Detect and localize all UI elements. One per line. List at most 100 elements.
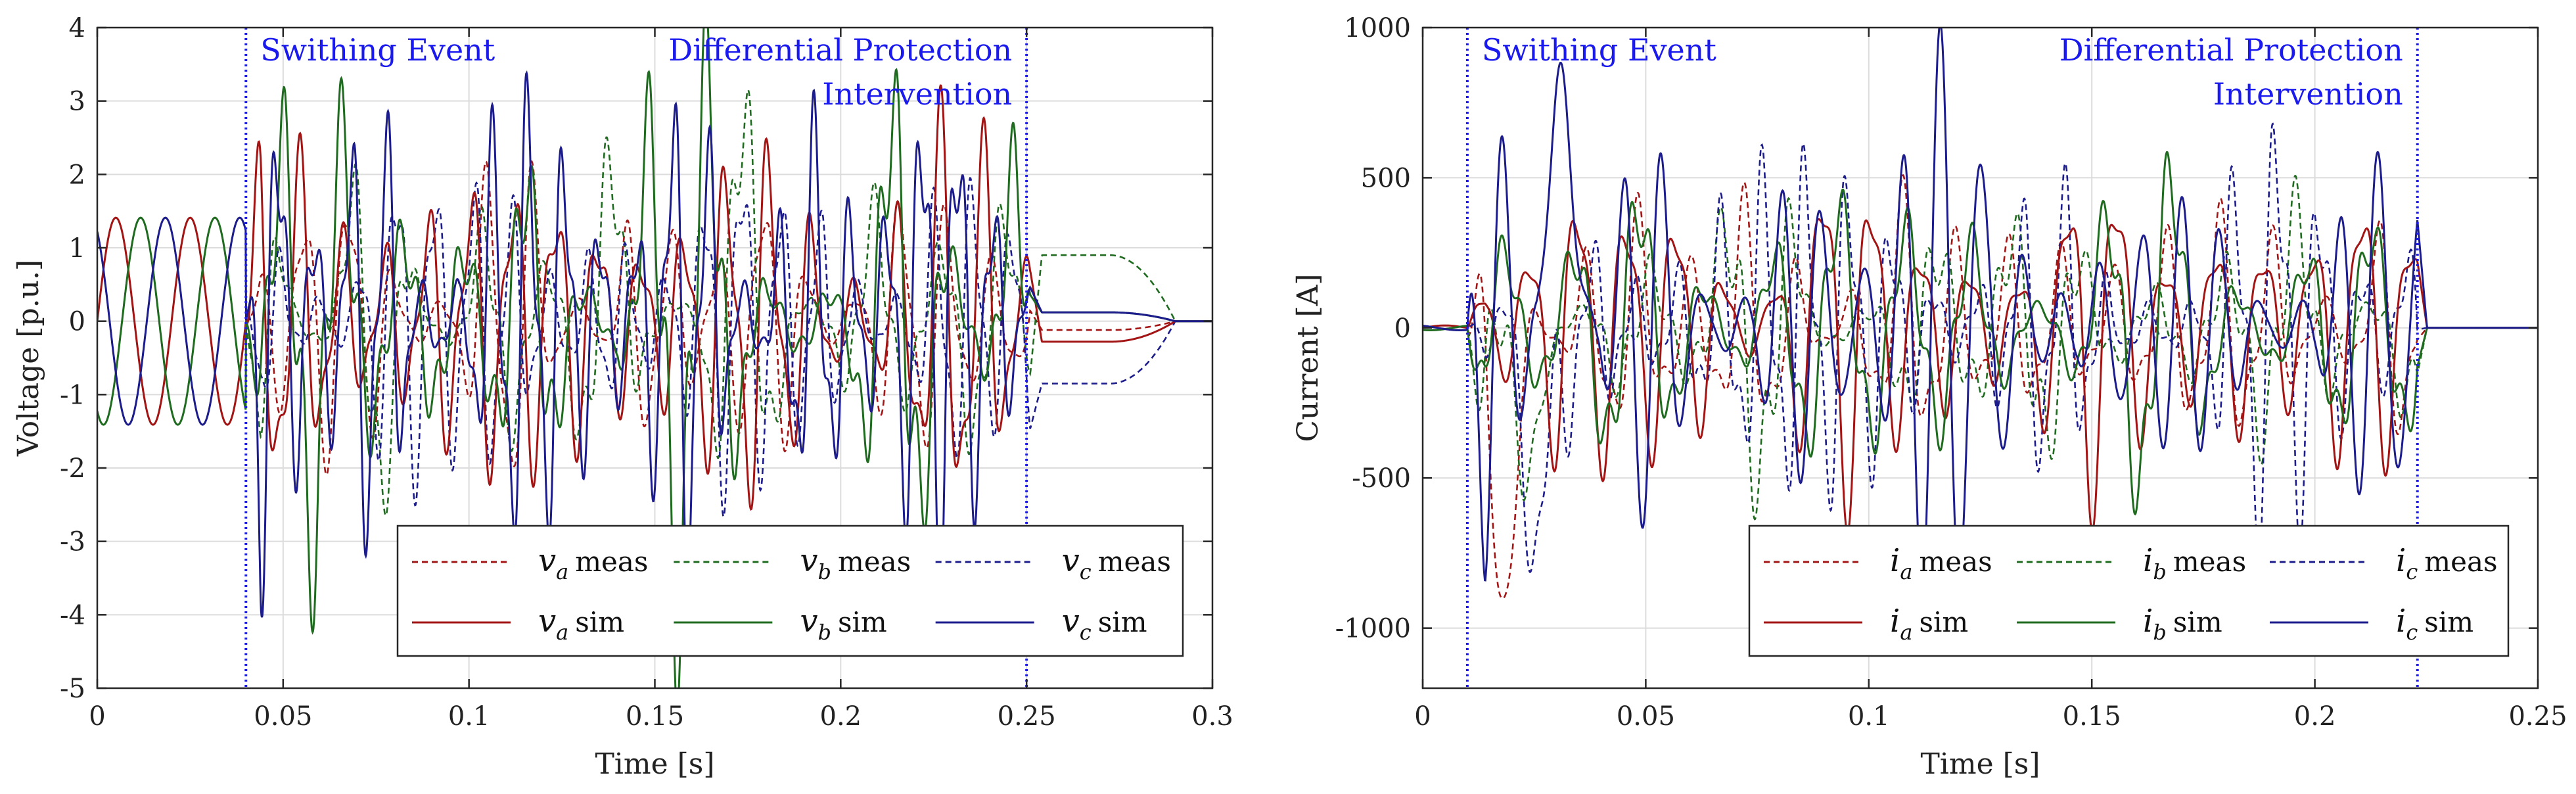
voltage-chart-panel: Swithing Event Differential Protection Int… (12, 13, 1233, 781)
legend-subscript: c (1080, 559, 1092, 584)
y-tick-label: 0 (1394, 314, 1411, 344)
legend-label: ib meas (2143, 542, 2246, 584)
x-tick-label: 0 (89, 701, 105, 732)
legend-label: vb meas (800, 542, 911, 584)
x-tick-label: 0.2 (820, 701, 862, 732)
y-tick-label: 1 (69, 233, 85, 264)
x-axis-title: Time [s] (1920, 747, 2040, 781)
legend-symbol: i (2396, 603, 2406, 640)
legend-subscript: a (556, 620, 568, 645)
legend-subscript: c (2406, 620, 2418, 645)
current-chart-panel: Swithing Event Differential Protection Int… (1291, 13, 2567, 781)
y-axis-title: Current [A] (1291, 273, 1325, 442)
series-va-meas-line (97, 160, 1212, 476)
y-tick-label: -2 (60, 454, 85, 484)
y-tick-label: -1000 (1335, 614, 1411, 644)
legend-kind: sim (2173, 606, 2222, 638)
y-axis-title: Voltage [p.u.] (12, 260, 45, 457)
legend-subscript: b (817, 559, 831, 584)
y-tick-label: 1000 (1344, 13, 1411, 43)
legend-symbol: v (538, 603, 556, 640)
legend-symbol: v (1062, 603, 1080, 640)
legend-subscript: c (2406, 559, 2418, 584)
x-tick-label: 0.3 (1191, 701, 1233, 732)
legend-label: ib sim (2143, 603, 2222, 645)
series-va-sim-line (97, 84, 1212, 511)
legend-box (396, 525, 1184, 657)
legend-subscript: b (817, 620, 831, 645)
legend-label: ic sim (2396, 603, 2473, 645)
x-tick-label: 0.25 (998, 701, 1056, 732)
legend-label: ia sim (1890, 603, 1968, 645)
legend-label: ic meas (2396, 542, 2498, 584)
legend-symbol: v (800, 603, 817, 640)
y-tick-label: 2 (69, 160, 85, 190)
legend-label: vc meas (1062, 542, 1171, 584)
legend-kind: sim (575, 606, 624, 638)
legend-symbol: v (538, 542, 556, 579)
y-tick-label: -500 (1352, 463, 1411, 494)
series-ib-sim-line (1423, 151, 2538, 516)
legend-subscript: a (1900, 620, 1912, 645)
event-annotation: Intervention (2213, 76, 2403, 112)
legend-kind: sim (1098, 606, 1147, 638)
legend-kind: sim (1919, 606, 1968, 638)
x-tick-label: 0.1 (1848, 701, 1890, 732)
x-tick-label: 0.2 (2294, 701, 2336, 732)
x-tick-label: 0.1 (448, 701, 490, 732)
x-tick-label: 0 (1414, 701, 1431, 732)
y-tick-label: 3 (69, 87, 85, 117)
y-tick-label: 4 (69, 13, 85, 43)
x-tick-label: 0.05 (254, 701, 312, 732)
series-ib-meas-line (1423, 174, 2538, 521)
series-ic-sim-line (1423, 28, 2538, 595)
y-tick-label: 0 (69, 307, 85, 337)
series-vb-meas-line (97, 89, 1212, 517)
legend-box (1748, 525, 2510, 657)
legend-symbol: v (1062, 542, 1080, 579)
legend-kind: sim (838, 606, 887, 638)
legend-kind: sim (2424, 606, 2473, 638)
event-annotation: Swithing Event (1482, 32, 1717, 68)
x-tick-label: 0.05 (1617, 701, 1675, 732)
legend-kind: meas (2173, 546, 2246, 578)
legend-label: va meas (538, 542, 648, 584)
legend-symbol: i (2143, 603, 2153, 640)
x-axis-title: Time [s] (595, 747, 714, 781)
y-tick-label: -3 (60, 527, 85, 557)
event-annotation: Intervention (822, 76, 1012, 112)
legend-kind: meas (575, 546, 648, 578)
legend-kind: meas (838, 546, 911, 578)
y-tick-label: 500 (1361, 163, 1411, 193)
legend-label: vc sim (1062, 603, 1147, 645)
x-tick-label: 0.15 (626, 701, 684, 732)
legend-subscript: c (1080, 620, 1092, 645)
x-tick-label: 0.25 (2508, 701, 2567, 732)
legend-kind: meas (1098, 546, 1171, 578)
event-annotation: Swithing Event (260, 32, 495, 68)
event-annotation: Differential Protection (668, 32, 1012, 68)
legend-subscript: a (556, 559, 568, 584)
legend-symbol: i (1890, 542, 1900, 579)
legend-kind: meas (2424, 546, 2497, 578)
axes-frame (1421, 26, 2539, 689)
x-tick-label: 0.15 (2063, 701, 2121, 732)
legend-label: ia meas (1890, 542, 1992, 584)
legend-subscript: b (2153, 620, 2166, 645)
legend-subscript: a (1900, 559, 1912, 584)
legend-symbol: i (2143, 542, 2153, 579)
series-group (97, 28, 1212, 688)
series-ia-sim-line (1423, 218, 2538, 535)
legend-label: vb sim (800, 603, 886, 645)
legend-kind: meas (1919, 546, 1992, 578)
legend-symbol: v (800, 542, 817, 579)
y-tick-label: -5 (60, 674, 85, 704)
legend-subscript: b (2153, 559, 2166, 584)
series-group (1423, 28, 2538, 600)
legend-symbol: i (1890, 603, 1900, 640)
legend-label: va sim (538, 603, 624, 645)
y-tick-label: -4 (60, 600, 85, 630)
